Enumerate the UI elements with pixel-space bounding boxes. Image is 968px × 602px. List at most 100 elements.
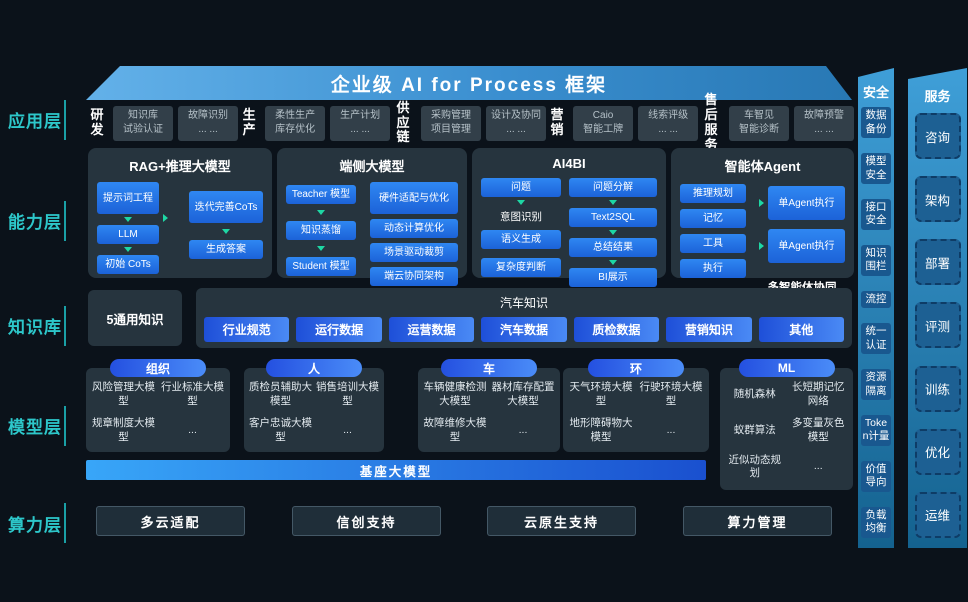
flow-node: 执行 bbox=[680, 259, 746, 278]
flow-node: BI展示 bbox=[569, 268, 657, 287]
framework-banner: 企业级 AI for Process 框架 bbox=[86, 66, 852, 100]
layer-label-model: 模型层 bbox=[8, 418, 62, 437]
app-chip-line: 项目管理 bbox=[431, 124, 472, 135]
app-chip-line: 设计及协同 bbox=[491, 109, 542, 121]
app-group-label: 研发 bbox=[90, 107, 104, 137]
security-column-title: 安全 bbox=[862, 85, 889, 100]
security-item: 知识围栏 bbox=[861, 244, 891, 277]
app-chip-line: 柔性生产 bbox=[275, 109, 316, 121]
model-group-tag: 组织 bbox=[110, 359, 206, 377]
layer-accent-line bbox=[64, 306, 66, 346]
app-group-rd: 研发 知识库 试验认证 故障识别 ... ... bbox=[86, 105, 239, 141]
model-group-tag: 车 bbox=[441, 359, 537, 377]
agent-exec-row: 单Agent执行 bbox=[759, 186, 845, 220]
app-chip-line: ... ... bbox=[506, 124, 526, 135]
ai4bi-flow-left: 问题 意图识别 语义生成 复杂度判断 bbox=[481, 178, 561, 287]
model-name: ... bbox=[813, 460, 823, 473]
flow-node: 硬件适配与优化 bbox=[370, 182, 458, 214]
model-group-vehicle: 车 车辆健康检测大模型 器材库存配置大模型 故障维修大模型 ... bbox=[418, 359, 560, 452]
arrow-down-icon bbox=[609, 260, 617, 265]
flow-node: Teacher 模型 bbox=[286, 185, 356, 204]
app-chip-line: 知识库 bbox=[128, 109, 159, 121]
model-name: 天气环境大模型 bbox=[569, 381, 633, 407]
model-name: ... bbox=[666, 424, 676, 437]
arrow-right-icon bbox=[759, 199, 764, 207]
security-item-list: 数据备份 模型安全 接口安全 知识围栏 流控 统一认证 资源隔离 Token计量… bbox=[861, 107, 891, 538]
model-name: 近似动态规划 bbox=[728, 453, 782, 480]
base-model-bar: 基座大模型 bbox=[86, 460, 706, 480]
app-chip-line: 线索评级 bbox=[648, 109, 689, 121]
model-name: ... bbox=[518, 424, 528, 437]
app-group-label: 生产 bbox=[242, 107, 256, 137]
model-name: 器材库存配置大模型 bbox=[491, 381, 555, 407]
app-chip: 故障预警 ... ... bbox=[794, 105, 855, 141]
model-name: 地形障碍物大模型 bbox=[569, 417, 633, 443]
flow-node: 总结结果 bbox=[569, 238, 657, 257]
capability-layer-row: RAG+推理大模型 提示词工程 LLM 初始 CoTs 迭代完善CoTs 生成答… bbox=[88, 148, 854, 294]
app-chip-line: 故障识别 bbox=[188, 109, 229, 121]
service-item: 优化 bbox=[914, 428, 961, 475]
service-item: 运维 bbox=[914, 491, 961, 538]
model-group-environment: 环 天气环境大模型 行驶环境大模型 地形障碍物大模型 ... bbox=[563, 359, 709, 452]
layer-label-compute: 算力层 bbox=[8, 516, 62, 535]
flow-node: 推理规划 bbox=[680, 184, 746, 203]
model-group-tag: 环 bbox=[588, 359, 684, 377]
app-chip-line: Caio bbox=[592, 109, 614, 121]
flow-node: 端云协同架构 bbox=[370, 267, 458, 286]
compute-item: 多云适配 bbox=[96, 506, 245, 536]
flow-node: Student 模型 bbox=[286, 257, 356, 276]
arrow-down-icon bbox=[317, 210, 325, 215]
app-chip-line: 试验认证 bbox=[123, 124, 164, 135]
app-group-marketing: 营销 Caio 智能工牌 线索评级 ... ... bbox=[546, 105, 699, 141]
flow-node: 动态计算优化 bbox=[370, 219, 458, 238]
app-chip: Caio 智能工牌 bbox=[573, 105, 634, 141]
security-item: Token计量 bbox=[861, 414, 891, 447]
model-name: 质检员辅助大模型 bbox=[249, 381, 312, 407]
model-name: 规章制度大模型 bbox=[92, 417, 155, 443]
model-name: 客户忠诚大模型 bbox=[249, 417, 312, 443]
agent-exec-column: 单Agent执行 单Agent执行 多智能体协同 bbox=[759, 182, 845, 295]
model-grid: 随机森林 长短期记忆网络 蚁群算法 多变量灰色模型 近似动态规划 ... bbox=[724, 381, 849, 481]
arrow-right-icon bbox=[759, 242, 764, 250]
app-group-label: 售后服务 bbox=[704, 92, 718, 152]
knowledge-pill: 营销知识 bbox=[666, 317, 752, 342]
flow-node: 场景驱动裁剪 bbox=[370, 243, 458, 262]
security-item: 负载均衡 bbox=[861, 506, 891, 538]
model-name: 行驶环境大模型 bbox=[639, 381, 703, 407]
app-chip-line: 智能诊断 bbox=[739, 124, 780, 135]
agent-flow: 推理规划 记忆 工具 执行 单Agent执行 单Agent执行 bbox=[680, 182, 845, 295]
layer-accent-line bbox=[64, 201, 66, 241]
arrow-down-icon bbox=[124, 217, 132, 222]
service-item: 架构 bbox=[914, 176, 961, 223]
compute-item: 信创支持 bbox=[292, 506, 441, 536]
knowledge-pill-row: 行业规范 运行数据 运营数据 汽车数据 质检数据 营销知识 其他 bbox=[204, 317, 844, 342]
flow-node: 问题 bbox=[481, 178, 561, 197]
model-name: 销售培训大模型 bbox=[316, 381, 379, 407]
model-name: 风险管理大模型 bbox=[92, 381, 155, 407]
cap-box-agent: 智能体Agent 推理规划 记忆 工具 执行 单Agent执行 bbox=[671, 148, 854, 294]
model-group-tag: ML bbox=[738, 359, 835, 377]
app-group-label: 营销 bbox=[550, 107, 564, 137]
app-chip: 故障识别 ... ... bbox=[178, 105, 239, 141]
arrow-down-icon bbox=[222, 229, 230, 234]
app-chip-line: 库存优化 bbox=[275, 124, 316, 135]
flow-node: 语义生成 bbox=[481, 230, 561, 249]
security-item: 模型安全 bbox=[861, 152, 891, 185]
flow-node: LLM bbox=[97, 225, 159, 244]
layer-label-knowledge: 知识库 bbox=[8, 318, 62, 337]
security-item: 接口安全 bbox=[861, 198, 891, 231]
app-chip: 线索评级 ... ... bbox=[638, 105, 699, 141]
app-group-production: 生产 柔性生产 库存优化 生产计划 ... ... bbox=[238, 105, 391, 141]
main-content: 企业级 AI for Process 框架 研发 知识库 试验认证 故障识别 .… bbox=[86, 0, 855, 602]
security-item: 数据备份 bbox=[861, 107, 891, 139]
security-column: 安全 数据备份 模型安全 接口安全 知识围栏 流控 统一认证 资源隔离 Toke… bbox=[858, 68, 894, 548]
rag-flow-left: 提示词工程 LLM 初始 CoTs bbox=[97, 182, 159, 274]
service-column-title: 服务 bbox=[924, 89, 951, 104]
model-name: ... bbox=[343, 424, 352, 437]
app-chip-line: ... ... bbox=[350, 124, 370, 135]
flow-node: 生成答案 bbox=[189, 240, 263, 259]
service-item-list: 咨询 架构 部署 评测 训练 优化 运维 bbox=[914, 113, 961, 538]
knowledge-pill: 汽车数据 bbox=[481, 317, 567, 342]
model-name: 长短期记忆网络 bbox=[792, 381, 845, 407]
